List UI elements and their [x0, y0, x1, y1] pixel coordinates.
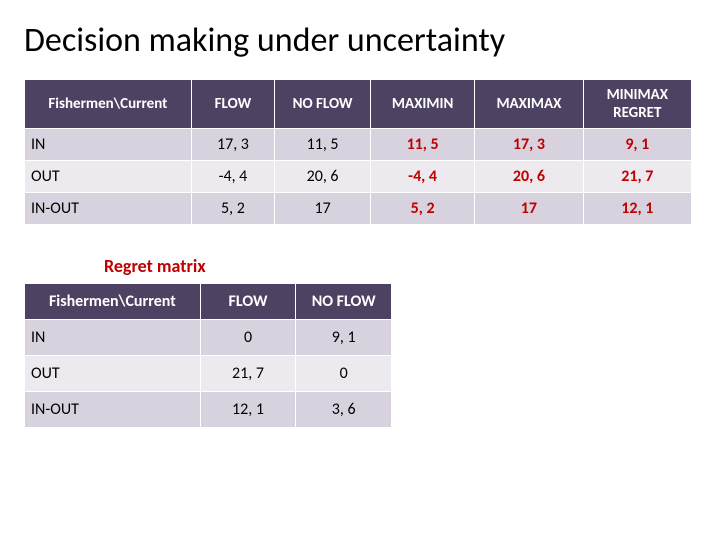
regret-matrix-label: Regret matrix	[104, 255, 696, 277]
table-row: IN-OUT 12, 1 3, 6	[25, 392, 392, 428]
row-label: IN-OUT	[25, 193, 192, 225]
table-row: IN 0 9, 1	[25, 320, 392, 356]
main-header-maximin: MAXIMIN	[371, 80, 475, 129]
main-header-rowhead: Fishermen\Current	[25, 80, 192, 129]
cell-maximax: 20, 6	[475, 161, 583, 193]
row-label: OUT	[25, 356, 201, 392]
cell-maximax: 17, 3	[475, 129, 583, 161]
main-header-flow: FLOW	[191, 80, 274, 129]
page-title: Decision making under uncertainty	[24, 20, 696, 61]
row-label: IN	[25, 320, 201, 356]
cell-maximin: 5, 2	[371, 193, 475, 225]
cell-minimax: 21, 7	[583, 161, 691, 193]
cell-flow: 0	[200, 320, 296, 356]
cell-maximin: 11, 5	[371, 129, 475, 161]
cell-minimax: 9, 1	[583, 129, 691, 161]
cell-flow: 5, 2	[191, 193, 274, 225]
cell-maximax: 17	[475, 193, 583, 225]
cell-flow: 12, 1	[200, 392, 296, 428]
cell-noflow: 17	[275, 193, 371, 225]
main-header-minimax: MINIMAX REGRET	[583, 80, 691, 129]
cell-flow: 17, 3	[191, 129, 274, 161]
table-row: OUT 21, 7 0	[25, 356, 392, 392]
regret-header-rowhead: Fishermen\Current	[25, 284, 201, 320]
cell-flow: 21, 7	[200, 356, 296, 392]
cell-minimax: 12, 1	[583, 193, 691, 225]
cell-noflow: 20, 6	[275, 161, 371, 193]
main-header-noflow: NO FLOW	[275, 80, 371, 129]
regret-header-flow: FLOW	[200, 284, 296, 320]
cell-flow: -4, 4	[191, 161, 274, 193]
row-label: IN	[25, 129, 192, 161]
table-row: IN 17, 3 11, 5 11, 5 17, 3 9, 1	[25, 129, 692, 161]
table-row: IN-OUT 5, 2 17 5, 2 17 12, 1	[25, 193, 692, 225]
table-row: OUT -4, 4 20, 6 -4, 4 20, 6 21, 7	[25, 161, 692, 193]
row-label: OUT	[25, 161, 192, 193]
cell-noflow: 3, 6	[296, 392, 392, 428]
cell-noflow: 0	[296, 356, 392, 392]
decision-table: Fishermen\Current FLOW NO FLOW MAXIMIN M…	[24, 79, 692, 225]
main-header-maximax: MAXIMAX	[475, 80, 583, 129]
regret-header-noflow: NO FLOW	[296, 284, 392, 320]
cell-maximin: -4, 4	[371, 161, 475, 193]
regret-table: Fishermen\Current FLOW NO FLOW IN 0 9, 1…	[24, 283, 392, 428]
cell-noflow: 9, 1	[296, 320, 392, 356]
cell-noflow: 11, 5	[275, 129, 371, 161]
row-label: IN-OUT	[25, 392, 201, 428]
